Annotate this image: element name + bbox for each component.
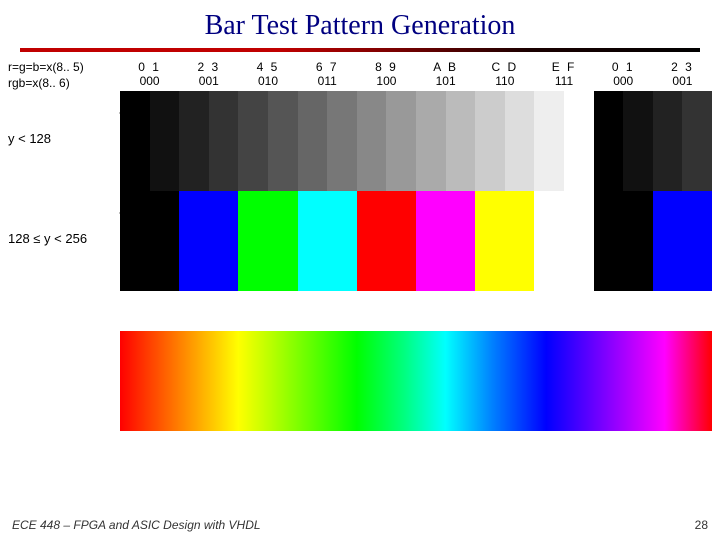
- gray-width-value: 32: [122, 95, 135, 109]
- gray-segment: [150, 91, 180, 191]
- column-label: 2 3001: [179, 60, 238, 89]
- column-hex: 0 1: [594, 60, 653, 74]
- gray-segment: [623, 91, 653, 191]
- column-header-row: r=g=b=x(8.. 5) rgb=x(8.. 6) 0 10002 3001…: [0, 60, 720, 91]
- column-bin: 010: [238, 74, 297, 88]
- color-segment: [475, 191, 534, 291]
- column-hex: 2 3: [653, 60, 712, 74]
- column-bin: 000: [594, 74, 653, 88]
- column-hex: A B: [416, 60, 475, 74]
- column-hex: 2 3: [179, 60, 238, 74]
- color-segment: [416, 191, 475, 291]
- gray-segment: [564, 91, 594, 191]
- gray-segment: [238, 91, 268, 191]
- column-labels: 0 10002 30014 50106 70118 9100A B101C D1…: [120, 60, 720, 89]
- column-bin: 001: [179, 74, 238, 88]
- gray-segment: [386, 91, 416, 191]
- column-label: 2 3001: [653, 60, 712, 89]
- color-segment: [298, 191, 357, 291]
- chart-area: y < 128 32 128 ≤ y < 256 64: [0, 91, 720, 431]
- gray-segment: [594, 91, 624, 191]
- column-bin: 011: [298, 74, 357, 88]
- color-width-marker: 64: [122, 195, 135, 209]
- column-hex: 0 1: [120, 60, 179, 74]
- gray-width-marker: 32: [122, 95, 135, 109]
- color-row-label: 128 ≤ y < 256: [8, 231, 108, 246]
- color-segment: [179, 191, 238, 291]
- color-width-arrow: [120, 213, 176, 214]
- column-bin: 110: [475, 74, 534, 88]
- formula-labels: r=g=b=x(8.. 5) rgb=x(8.. 6): [8, 60, 120, 91]
- color-segment: [357, 191, 416, 291]
- color-segment: [534, 191, 593, 291]
- gray-segment: [653, 91, 683, 191]
- color-width-value: 64: [122, 195, 135, 209]
- gray-segment: [268, 91, 298, 191]
- gray-segment: [534, 91, 564, 191]
- spectrum-bar: [120, 331, 712, 431]
- color-segment: [594, 191, 653, 291]
- column-hex: E F: [534, 60, 593, 74]
- column-bin: 001: [653, 74, 712, 88]
- column-bin: 111: [534, 74, 593, 88]
- color-segment: [238, 191, 297, 291]
- column-hex: 4 5: [238, 60, 297, 74]
- gray-segment: [357, 91, 387, 191]
- column-label: C D110: [475, 60, 534, 89]
- footer: ECE 448 – FPGA and ASIC Design with VHDL…: [12, 518, 708, 532]
- column-hex: C D: [475, 60, 534, 74]
- gray-segment: [682, 91, 712, 191]
- grayscale-bar-row: [120, 91, 712, 191]
- column-hex: 8 9: [357, 60, 416, 74]
- column-label: 4 5010: [238, 60, 297, 89]
- footer-text: ECE 448 – FPGA and ASIC Design with VHDL: [12, 518, 261, 532]
- gray-segment: [179, 91, 209, 191]
- gray-segment: [209, 91, 239, 191]
- column-label: A B101: [416, 60, 475, 89]
- column-label: E F111: [534, 60, 593, 89]
- color-segment: [653, 191, 712, 291]
- formula-2: rgb=x(8.. 6): [8, 76, 120, 92]
- gray-segment: [298, 91, 328, 191]
- column-hex: 6 7: [298, 60, 357, 74]
- gray-segment: [327, 91, 357, 191]
- column-label: 6 7011: [298, 60, 357, 89]
- page-number: 28: [695, 518, 708, 532]
- gray-segment: [446, 91, 476, 191]
- gray-segment: [505, 91, 535, 191]
- formula-1: r=g=b=x(8.. 5): [8, 60, 120, 76]
- column-label: 0 1000: [594, 60, 653, 89]
- column-label: 8 9100: [357, 60, 416, 89]
- column-bin: 100: [357, 74, 416, 88]
- gray-segment: [416, 91, 446, 191]
- color-bar-row: [120, 191, 712, 291]
- title-rule: [20, 48, 700, 52]
- column-label: 0 1000: [120, 60, 179, 89]
- column-bin: 000: [120, 74, 179, 88]
- gray-width-arrow: [120, 113, 148, 114]
- gray-segment: [475, 91, 505, 191]
- column-bin: 101: [416, 74, 475, 88]
- gray-row-label: y < 128: [8, 131, 108, 146]
- page-title: Bar Test Pattern Generation: [0, 0, 720, 48]
